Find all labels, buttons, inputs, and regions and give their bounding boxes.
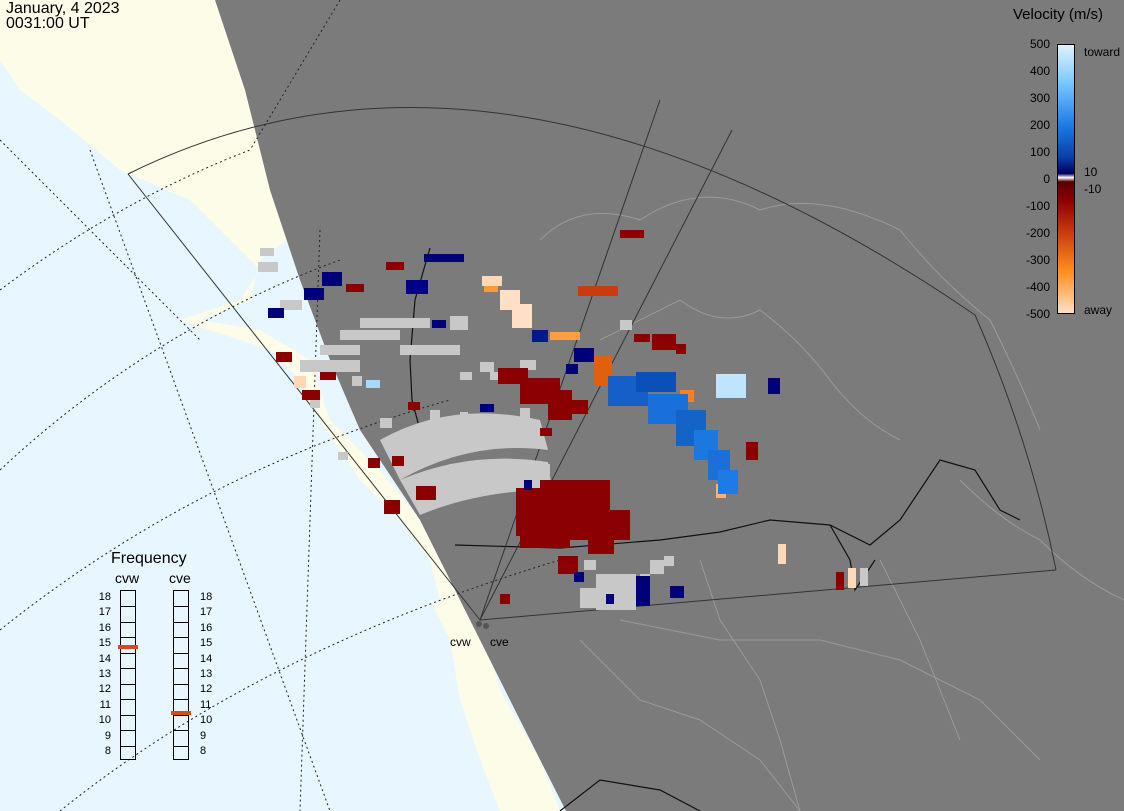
- frequency-scale-label: 13: [98, 668, 111, 680]
- frequency-scale-label: 9: [104, 729, 111, 742]
- frequency-scale-label: 13: [200, 668, 213, 680]
- frequency-tick: [174, 683, 188, 685]
- frequency-scale-cvw: [118, 590, 138, 760]
- frequency-tick: [121, 730, 135, 732]
- land-day-coast: [430, 600, 560, 811]
- velocity-scale-label: 0: [1043, 172, 1050, 186]
- velocity-scale-label: -100: [1025, 199, 1050, 213]
- frequency-tick: [121, 621, 135, 623]
- velocity-toward-label: toward: [1084, 45, 1121, 59]
- frequency-tick: [121, 699, 135, 701]
- site-label-cvw: cvw: [450, 635, 471, 649]
- frequency-radar-cve: cve: [169, 570, 191, 586]
- frequency-tick: [121, 668, 135, 670]
- frequency-radar-cvw: cvw: [115, 570, 140, 586]
- frequency-tick: [121, 714, 135, 716]
- frequency-scale-label: 12: [98, 683, 111, 696]
- frequency-scale-label: 17: [98, 606, 111, 619]
- velocity-minus-label: -10: [1084, 182, 1102, 196]
- map-outlines: [539, 196, 1124, 811]
- cve-site-marker: [483, 623, 489, 629]
- velocity-away-orange: [294, 276, 856, 588]
- frequency-scale-label: 14: [98, 652, 111, 665]
- ground-scatter: [258, 248, 868, 610]
- frequency-tick: [121, 745, 135, 747]
- map-date: January, 4 2023: [6, 0, 120, 17]
- frequency-scale-label: 11: [200, 698, 212, 711]
- frequency-tick: [121, 683, 135, 685]
- frequency-scale-label: 17: [200, 606, 213, 619]
- frequency-scale-label: 10: [200, 714, 213, 727]
- velocity-scale-label: -200: [1025, 226, 1050, 240]
- frequency-scale-label: 15: [200, 637, 213, 650]
- frequency-tick: [174, 652, 188, 654]
- frequency-scale-label: 12: [200, 683, 213, 696]
- frequency-scale-label: 8: [200, 745, 207, 758]
- frequency-scale-label: 16: [200, 621, 213, 634]
- velocity-scale-label: -500: [1025, 307, 1050, 321]
- frequency-tick: [174, 730, 188, 732]
- velocity-away: [276, 230, 844, 604]
- velocity-scale-label: 500: [1029, 37, 1050, 51]
- frequency-marker-cvw: [118, 644, 138, 649]
- velocity-scale-label: 100: [1029, 145, 1050, 159]
- velocity-scale-label: 300: [1029, 91, 1050, 105]
- frequency-tick: [174, 699, 188, 701]
- frequency-scale-label: 14: [200, 652, 213, 665]
- frequency-scale-label: 15: [98, 637, 111, 650]
- radar-sites: [476, 621, 489, 629]
- frequency-tick: [121, 652, 135, 654]
- frequency-tick: [174, 621, 188, 623]
- velocity-scale-label: -400: [1025, 280, 1050, 294]
- frequency-scale-label: 10: [98, 714, 111, 727]
- site-label-cve: cve: [490, 635, 509, 649]
- frequency-tick: [174, 745, 188, 747]
- frequency-title: Frequency: [111, 550, 187, 567]
- frequency-tick: [174, 637, 188, 639]
- velocity-plus-label: 10: [1084, 165, 1098, 179]
- velocity-scale-label: -300: [1025, 253, 1050, 267]
- frequency-tick: [174, 606, 188, 608]
- frequency-tick: [174, 668, 188, 670]
- map-time: 0031:00 UT: [6, 15, 90, 32]
- frequency-marker-cve: [171, 711, 191, 716]
- graticule: [0, 0, 561, 811]
- frequency-tick: [121, 637, 135, 639]
- velocity-scale-label: 200: [1029, 118, 1050, 132]
- frequency-scale-label: 18: [200, 590, 213, 603]
- velocity-colorbar: [1057, 44, 1075, 314]
- frequency-scale-label: 8: [104, 745, 111, 758]
- frequency-tick: [121, 606, 135, 608]
- velocity-toward: [268, 254, 780, 606]
- velocity-away-label: away: [1084, 303, 1113, 317]
- frequency-scale-label: 18: [98, 590, 111, 603]
- velocity-scale-label: 400: [1029, 64, 1050, 78]
- frequency-scale-label: 11: [99, 698, 111, 711]
- frequency-tick: [174, 714, 188, 716]
- frequency-scale-cve: [171, 590, 191, 760]
- frequency-scale-label: 16: [98, 621, 111, 634]
- velocity-scale-title: Velocity (m/s): [1013, 6, 1104, 23]
- frequency-scale-label: 9: [200, 729, 207, 742]
- cvw-site-marker: [476, 621, 482, 627]
